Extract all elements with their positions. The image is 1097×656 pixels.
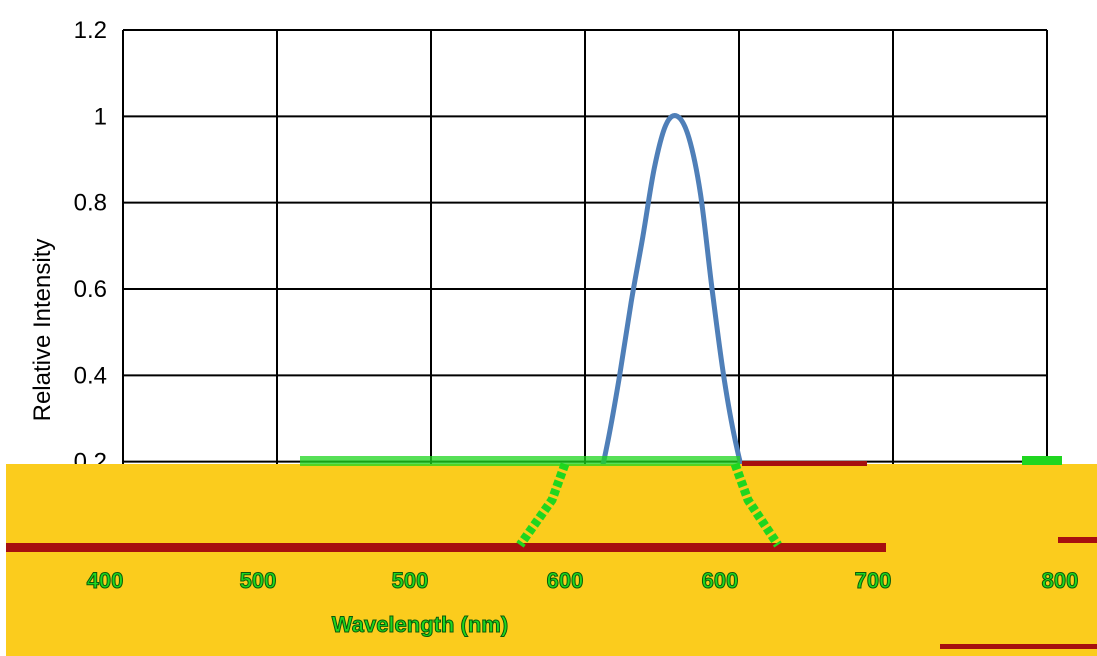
- x-axis-title: Wavelength (nm): [332, 612, 508, 637]
- glitch-curve-left: [516, 462, 570, 548]
- x-tick-label: 400: [87, 568, 124, 593]
- overlay-band: [6, 464, 1097, 656]
- overlay-stripe: [6, 543, 886, 552]
- overlay-stripe: [1058, 537, 1097, 543]
- x-tick-labels: 400 500 500 600 600 700 800: [86, 568, 1079, 594]
- y-tick-label: 0.4: [74, 362, 107, 389]
- y-tick-label: 1: [94, 103, 107, 130]
- x-tick-label: 500: [392, 568, 429, 593]
- x-tick-label: 500: [240, 568, 277, 593]
- glitch-curve-right: [730, 462, 782, 548]
- y-tick-label: 1.2: [74, 17, 107, 44]
- x-tick-label: 700: [855, 568, 892, 593]
- x-tick-label: 800: [1042, 568, 1079, 593]
- y-tick-label: 0.6: [74, 276, 107, 303]
- corrupted-overlay: [6, 456, 1097, 656]
- glitch-strip: [1022, 456, 1062, 465]
- y-tick-label: 0.8: [74, 190, 107, 217]
- x-tick-label: 600: [547, 568, 584, 593]
- y-axis-title: Relative Intensity: [29, 239, 56, 422]
- x-tick-label: 600: [702, 568, 739, 593]
- glitch-strip: [300, 456, 740, 466]
- overlay-stripe: [940, 644, 1097, 649]
- overlay-stripe: [742, 461, 867, 466]
